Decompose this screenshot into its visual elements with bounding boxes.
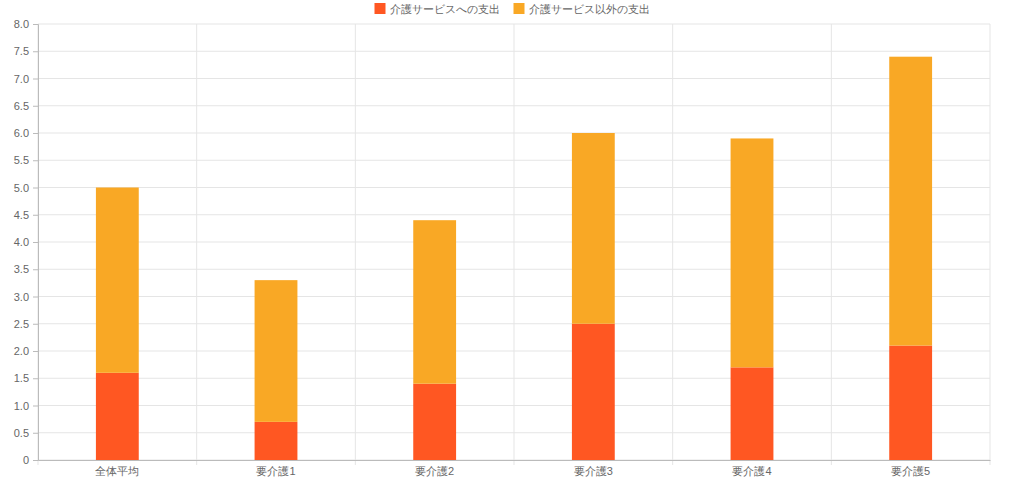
tick-mark xyxy=(33,269,38,270)
tick-label: 3.5 xyxy=(14,263,29,275)
tick-mark xyxy=(33,460,38,461)
tick: 要介護1 xyxy=(256,460,295,477)
legend-label: 介護サービス以外の支出 xyxy=(529,3,650,16)
tick: 6.5 xyxy=(14,100,38,112)
tick-mark xyxy=(33,297,38,298)
tick-mark xyxy=(33,433,38,434)
tick-label: 1.5 xyxy=(14,372,29,384)
tick-label: 7.0 xyxy=(14,73,29,85)
bars xyxy=(96,57,932,460)
tick-label: 2.5 xyxy=(14,318,29,330)
legend: 介護サービスへの支出 介護サービス以外の支出 xyxy=(375,3,650,16)
bar xyxy=(255,280,298,422)
tick-label: 要介護2 xyxy=(415,465,454,477)
tick: 要介護5 xyxy=(891,460,930,477)
tick-mark xyxy=(33,324,38,325)
chart: 0 0.5 1.0 1.5 2.0 2.5 3.0 3.5 4.0 4.5 5.0 5.5 6.0 6.5… xyxy=(0,0,1024,484)
tick-mark xyxy=(33,51,38,52)
bar xyxy=(96,188,139,373)
bar xyxy=(413,384,456,460)
grid xyxy=(38,24,990,465)
series xyxy=(96,324,932,460)
tick: 7.0 xyxy=(14,73,38,85)
tick: 全体平均 xyxy=(95,460,139,477)
tick: 3.5 xyxy=(14,263,38,275)
tick: 5.0 xyxy=(14,182,38,194)
grid-line-vertical xyxy=(355,24,356,465)
bar xyxy=(413,220,456,384)
grid-line-vertical xyxy=(514,24,515,465)
bar xyxy=(96,373,139,460)
y-axis: 0 0.5 1.0 1.5 2.0 2.5 3.0 3.5 4.0 4.5 5.0 5.5 6.0 6.5… xyxy=(14,18,39,466)
bar xyxy=(731,367,774,460)
tick-label: 6.0 xyxy=(14,127,29,139)
tick: 1.0 xyxy=(14,400,38,412)
tick-label: 8.0 xyxy=(14,18,29,30)
tick-mark xyxy=(33,378,38,379)
tick-label: 6.5 xyxy=(14,100,29,112)
tick-label: 4.0 xyxy=(14,236,29,248)
tick-mark xyxy=(33,406,38,407)
tick-mark xyxy=(33,242,38,243)
bar xyxy=(889,346,932,460)
bar xyxy=(572,133,615,324)
legend-item: 介護サービスへの支出 xyxy=(375,3,500,16)
grid-line-vertical xyxy=(672,24,673,465)
tick: 要介護2 xyxy=(415,460,454,477)
tick-label: 要介護5 xyxy=(891,465,930,477)
axis-line xyxy=(33,25,39,461)
tick: 2.5 xyxy=(14,318,38,330)
tick: 0.5 xyxy=(14,427,38,439)
tick-label: 全体平均 xyxy=(95,465,139,477)
tick-label: 0 xyxy=(23,454,29,466)
tick-label: 5.5 xyxy=(14,154,29,166)
tick-mark xyxy=(33,24,38,25)
tick-label: 2.0 xyxy=(14,345,29,357)
plot: 0 0.5 1.0 1.5 2.0 2.5 3.0 3.5 4.0 4.5 5.0 5.5 6.0 6.5… xyxy=(14,18,991,477)
legend-swatch xyxy=(514,3,525,14)
tick-mark xyxy=(33,160,38,161)
tick: 要介護3 xyxy=(574,460,613,477)
tick: 要介護4 xyxy=(732,460,771,477)
tick: 1.5 xyxy=(14,372,38,384)
tick-mark xyxy=(33,79,38,80)
bar xyxy=(889,57,932,346)
bar xyxy=(731,138,774,367)
tick-label: 1.0 xyxy=(14,400,29,412)
tick-mark xyxy=(33,133,38,134)
bar xyxy=(255,422,298,460)
x-axis: 全体平均 要介護1 要介護2 要介護3 要介護4 要介護5 xyxy=(39,460,991,477)
grid-line-vertical xyxy=(990,24,991,465)
tick: 5.5 xyxy=(14,154,38,166)
tick-mark xyxy=(33,106,38,107)
tick-mark xyxy=(33,351,38,352)
tick: 2.0 xyxy=(14,345,38,357)
tick: 3.0 xyxy=(14,291,38,303)
tick: 6.0 xyxy=(14,127,38,139)
tick: 8.0 xyxy=(14,18,38,30)
tick-label: 要介護1 xyxy=(256,465,295,477)
series xyxy=(96,57,932,422)
legend-swatch xyxy=(375,3,386,14)
tick: 7.5 xyxy=(14,45,38,57)
tick: 0 xyxy=(23,454,38,466)
axis-line xyxy=(39,460,991,461)
tick-label: 要介護4 xyxy=(732,465,771,477)
tick-label: 3.0 xyxy=(14,291,29,303)
tick-label: 0.5 xyxy=(14,427,29,439)
legend-item: 介護サービス以外の支出 xyxy=(514,3,650,16)
tick: 4.0 xyxy=(14,236,38,248)
grid-line-vertical xyxy=(196,24,197,465)
legend-label: 介護サービスへの支出 xyxy=(390,3,500,16)
tick: 4.5 xyxy=(14,209,38,221)
tick-mark xyxy=(33,215,38,216)
tick-label: 4.5 xyxy=(14,209,29,221)
bar xyxy=(572,324,615,460)
tick-label: 要介護3 xyxy=(574,465,613,477)
tick-mark xyxy=(33,188,38,189)
grid-line-vertical xyxy=(831,24,832,465)
tick-label: 7.5 xyxy=(14,45,29,57)
tick-label: 5.0 xyxy=(14,182,29,194)
